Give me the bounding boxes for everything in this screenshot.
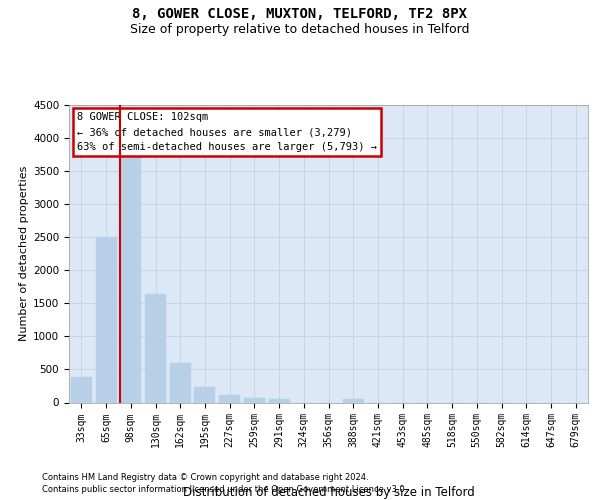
Text: Size of property relative to detached houses in Telford: Size of property relative to detached ho… (130, 22, 470, 36)
Text: 8 GOWER CLOSE: 102sqm
← 36% of detached houses are smaller (3,279)
63% of semi-d: 8 GOWER CLOSE: 102sqm ← 36% of detached … (77, 112, 377, 152)
Text: Contains HM Land Registry data © Crown copyright and database right 2024.: Contains HM Land Registry data © Crown c… (42, 472, 368, 482)
Bar (71, 378, 92, 402)
Bar (244, 398, 265, 402)
Y-axis label: Number of detached properties: Number of detached properties (19, 166, 29, 342)
X-axis label: Distribution of detached houses by size in Telford: Distribution of detached houses by size … (182, 486, 475, 500)
Bar (145, 294, 166, 403)
Bar (343, 399, 364, 402)
Bar (219, 395, 240, 402)
Bar (194, 386, 215, 402)
Text: Contains public sector information licensed under the Open Government Licence v3: Contains public sector information licen… (42, 485, 407, 494)
Bar (120, 156, 141, 402)
Bar (95, 237, 116, 402)
Bar (170, 363, 191, 403)
Bar (269, 399, 290, 402)
Text: 8, GOWER CLOSE, MUXTON, TELFORD, TF2 8PX: 8, GOWER CLOSE, MUXTON, TELFORD, TF2 8PX (133, 8, 467, 22)
